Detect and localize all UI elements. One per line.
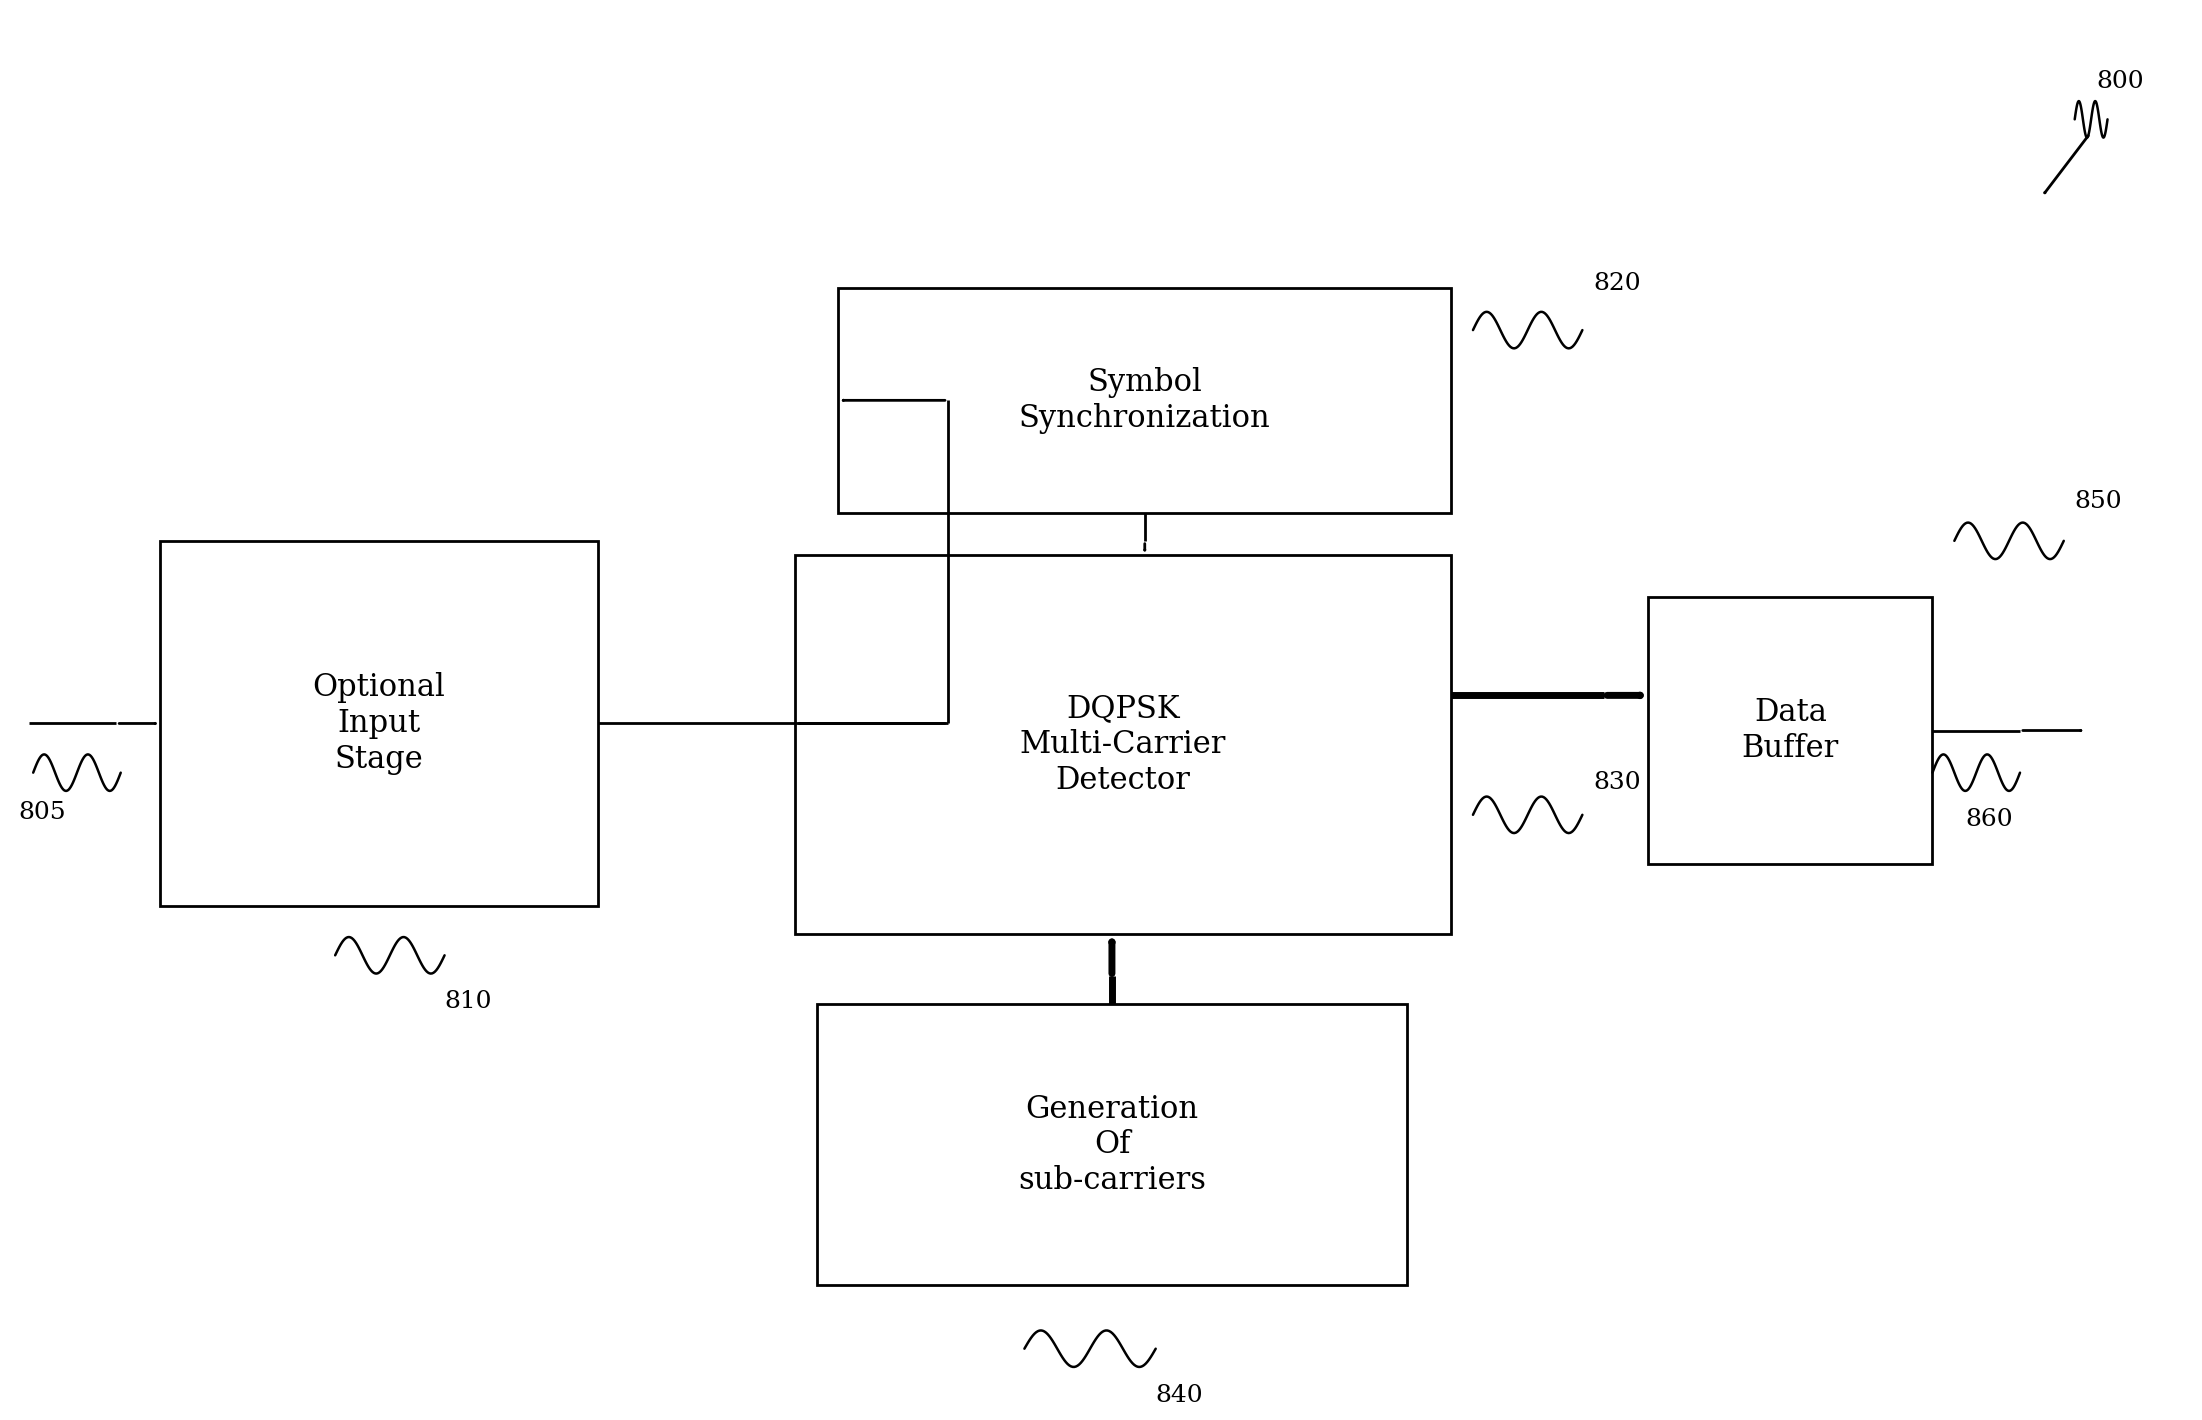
- Bar: [1647, 596, 1933, 863]
- Bar: [817, 1004, 1407, 1285]
- Text: 810: 810: [445, 990, 491, 1014]
- Text: 820: 820: [1594, 273, 1640, 295]
- Text: 850: 850: [2074, 490, 2123, 513]
- Text: 800: 800: [2096, 70, 2145, 94]
- Text: 830: 830: [1594, 771, 1640, 794]
- Text: Data
Buffer: Data Buffer: [1742, 697, 1839, 764]
- Text: Optional
Input
Stage: Optional Input Stage: [313, 672, 445, 775]
- Bar: [839, 288, 1451, 513]
- Bar: [795, 555, 1451, 934]
- Text: 805: 805: [18, 801, 66, 824]
- Text: Generation
Of
sub-carriers: Generation Of sub-carriers: [1017, 1093, 1207, 1196]
- Text: Symbol
Synchronization: Symbol Synchronization: [1020, 366, 1271, 433]
- Text: DQPSK
Multi-Carrier
Detector: DQPSK Multi-Carrier Detector: [1020, 693, 1227, 795]
- Text: 860: 860: [1966, 808, 2013, 831]
- Text: 840: 840: [1156, 1384, 1202, 1407]
- Bar: [161, 541, 597, 906]
